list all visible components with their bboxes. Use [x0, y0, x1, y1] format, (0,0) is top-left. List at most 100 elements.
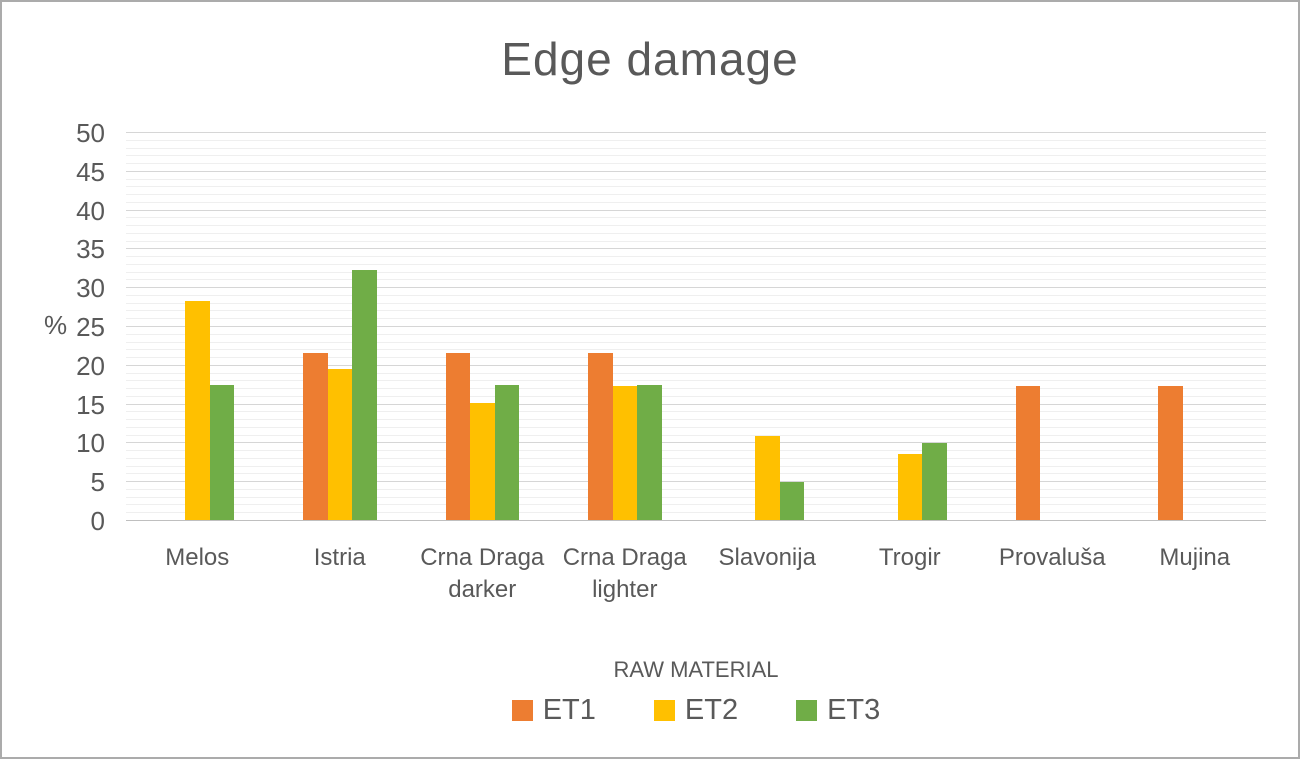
y-axis-tick-labels: 0 5 10 15 20 25 30 35 40 45 50 — [2, 120, 105, 534]
y-tick-label: 10 — [76, 428, 105, 459]
legend-item-et2: ET2 — [653, 694, 739, 727]
gridline-minor — [126, 504, 1266, 506]
legend-label: ET2 — [684, 694, 739, 726]
gridline-major — [126, 287, 1266, 289]
bar-group-crna-draga-lighter — [554, 133, 697, 521]
gridline-minor — [126, 163, 1266, 165]
gridline-minor — [126, 395, 1266, 397]
legend: ET1 ET2 ET3 — [126, 694, 1266, 727]
gridline-minor — [126, 450, 1266, 452]
x-tick-label: Provaluša — [998, 544, 1106, 571]
bar-et1-crna-draga-lighter — [588, 352, 613, 521]
bar-et1-istria — [303, 352, 328, 521]
bar-et2-melos — [185, 301, 210, 521]
gridline-minor — [126, 225, 1266, 227]
gridline-minor — [126, 465, 1266, 467]
bar-group-mujina — [1124, 133, 1267, 521]
plot-area — [126, 132, 1267, 521]
gridline-minor — [126, 434, 1266, 436]
gridline-minor — [126, 419, 1266, 421]
x-tick-label: Melos — [165, 544, 230, 571]
gridline-minor — [126, 496, 1266, 498]
x-tick-label: Slavonija — [718, 544, 816, 571]
bar-et3-istria — [352, 269, 377, 521]
y-tick-label: 40 — [76, 195, 105, 226]
legend-swatch-icon — [653, 700, 675, 721]
y-tick-label: 50 — [76, 118, 105, 148]
bar-et2-crna-draga-darker — [470, 403, 495, 521]
gridline-minor — [126, 372, 1266, 374]
y-axis-title: % — [44, 310, 68, 340]
gridline-minor — [126, 310, 1266, 312]
bar-et1-mujina — [1158, 385, 1183, 521]
y-tick-label: 15 — [76, 389, 105, 420]
bar-group-crna-draga-darker — [411, 133, 554, 521]
bar-et2-crna-draga-lighter — [612, 385, 637, 521]
gridline-minor — [126, 139, 1266, 141]
x-tick-label: Crna Draga darker — [420, 544, 545, 603]
gridline-minor — [126, 201, 1266, 203]
x-axis-title: RAW MATERIAL — [613, 657, 779, 682]
gridline-minor — [126, 279, 1266, 281]
legend-item-et3: ET3 — [796, 694, 880, 727]
bar-et2-slavonija — [755, 436, 780, 521]
gridline-minor — [126, 217, 1266, 219]
gridline-minor — [126, 473, 1266, 475]
gridline-minor — [126, 488, 1266, 490]
gridline-minor — [126, 318, 1266, 320]
gridline-minor — [126, 341, 1266, 343]
x-axis-tick-labels: Melos Istria Crna Draga darker Crna Draga l… — [126, 542, 1266, 606]
gridline-major — [126, 248, 1266, 250]
gridline-minor — [126, 178, 1266, 180]
gridline-minor — [126, 155, 1266, 157]
gridline-minor — [126, 271, 1266, 273]
gridline-minor — [126, 186, 1266, 188]
bar-group-istria — [269, 133, 412, 521]
bar-et3-crna-draga-lighter — [637, 385, 662, 521]
gridline-minor — [126, 349, 1266, 351]
y-tick-label: 5 — [90, 467, 105, 498]
gridline-major — [126, 326, 1266, 327]
y-tick-label: 45 — [76, 156, 105, 187]
bar-et1-crna-draga-darker — [445, 352, 470, 521]
gridline-minor — [126, 357, 1266, 359]
bar-group-slavonija — [696, 133, 839, 521]
bar-et3-trogir — [922, 443, 947, 521]
y-tick-label: 20 — [76, 350, 105, 381]
legend-label: ET3 — [827, 694, 881, 726]
gridline-minor — [126, 333, 1266, 335]
bar-et3-crna-draga-darker — [494, 385, 519, 521]
bar-et2-istria — [327, 368, 352, 521]
gridline-minor — [126, 512, 1266, 514]
gridline-minor — [126, 388, 1266, 390]
gridline-minor — [126, 240, 1266, 242]
gridline-major — [126, 403, 1266, 405]
x-tick-label: Trogir — [878, 544, 941, 571]
gridline-minor — [126, 263, 1266, 265]
bar-group-provaluša — [981, 133, 1124, 521]
gridline-minor — [126, 302, 1266, 304]
gridline-minor — [126, 147, 1266, 149]
x-tick-label: Mujina — [1159, 544, 1231, 571]
y-tick-label: 25 — [76, 312, 105, 342]
chart-title: Edge damage — [501, 33, 799, 85]
gridline-minor — [126, 194, 1266, 196]
legend-swatch-icon — [796, 700, 818, 721]
bar-group-trogir — [839, 133, 982, 521]
x-axis-line — [126, 520, 1266, 521]
bar-et3-slavonija — [779, 482, 804, 521]
gridline-minor — [126, 294, 1266, 296]
gridline-minor — [126, 380, 1266, 382]
bar-et3-melos — [209, 385, 234, 521]
gridline-major — [126, 132, 1266, 133]
x-tick-label: Crna Draga lighter — [562, 544, 687, 603]
y-tick-label: 35 — [76, 234, 105, 265]
gridline-minor — [126, 256, 1266, 258]
gridline-major — [126, 481, 1266, 483]
bar-group-melos — [126, 133, 269, 521]
gridline-major — [126, 442, 1266, 444]
x-tick-label: Istria — [313, 544, 366, 571]
legend-item-et1: ET1 — [511, 694, 596, 727]
y-tick-label: 30 — [76, 273, 105, 304]
